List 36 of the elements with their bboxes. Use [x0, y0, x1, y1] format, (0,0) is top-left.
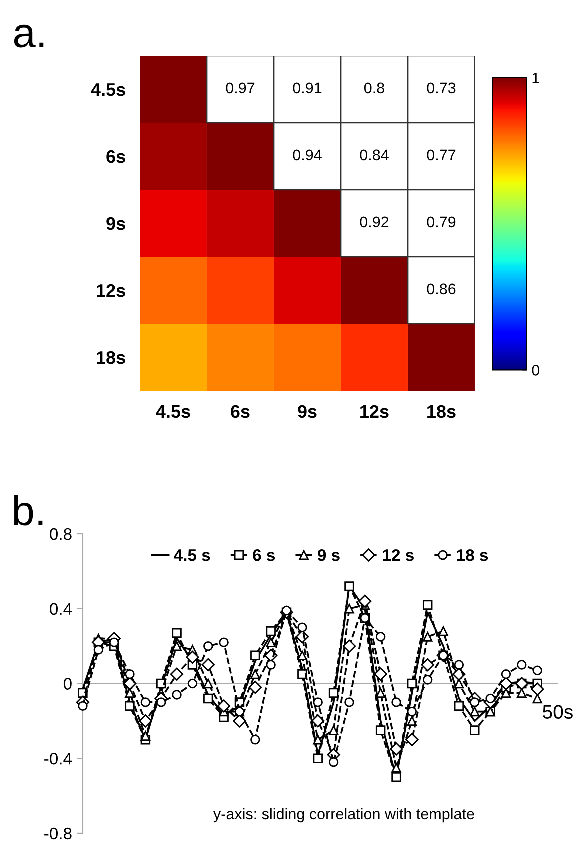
y-tick-label: -0.8 — [44, 828, 72, 840]
text: 0.84 — [360, 150, 389, 161]
y-tick-label: 0.4 — [50, 603, 72, 616]
y-tick-label: 12s — [97, 284, 126, 298]
y-tick-label: 0.8 — [50, 528, 72, 540]
x-tick-label: 4.5s — [156, 406, 190, 418]
text: 0.94 — [293, 150, 322, 161]
x-tick-label: 12s — [360, 405, 389, 418]
text: 0.92 — [360, 216, 389, 228]
text: 0.77 — [427, 150, 456, 161]
text: 0.86 — [427, 284, 456, 295]
legend-label: 18 s — [457, 549, 488, 562]
legend-label: 9 s — [318, 549, 340, 562]
legend-label: 12 s — [383, 549, 414, 562]
legend-label: 4.5 s — [174, 550, 210, 562]
y-tick-label: 18s — [97, 351, 126, 364]
annotation: y-axis: sliding correlation with template — [213, 808, 474, 823]
y-tick-label: 9s — [106, 217, 126, 230]
y-tick-label: 4.5s — [91, 84, 126, 96]
legend-label: 6 s — [253, 549, 276, 562]
text: 0.79 — [427, 216, 456, 228]
text: 0.8 — [364, 82, 384, 94]
y-tick-label: 0 — [64, 678, 72, 690]
color-bar-label: 0 — [532, 365, 540, 376]
x-tick-label: 18s — [428, 405, 456, 418]
x-axis-title: 50s — [543, 705, 573, 719]
y-tick-label: -0.4 — [44, 752, 72, 765]
x-tick-label: 9s — [298, 405, 317, 418]
y-tick-label: 6s — [106, 150, 126, 164]
chart-title: a. — [14, 24, 44, 48]
x-tick-label: 6s — [231, 405, 250, 418]
text: 0.73 — [427, 82, 456, 94]
text: 0.97 — [226, 82, 255, 94]
color-bar-label: 1 — [532, 72, 540, 84]
chart-title: b. — [14, 495, 43, 526]
text: 0.91 — [293, 82, 322, 94]
